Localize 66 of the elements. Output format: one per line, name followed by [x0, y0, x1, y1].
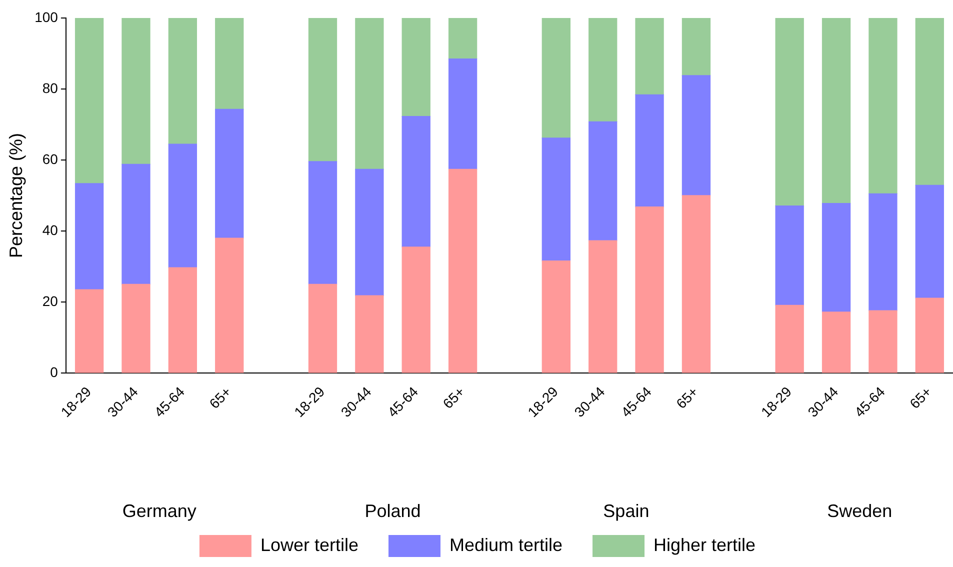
bar — [915, 184, 944, 298]
bar — [635, 18, 664, 96]
bar — [168, 144, 198, 268]
bar — [448, 18, 478, 60]
x-tick-label: 65+ — [672, 383, 702, 412]
bar — [448, 58, 478, 170]
y-tick-label: 60 — [42, 150, 58, 167]
bar — [775, 205, 804, 306]
bar — [775, 304, 804, 373]
bar — [542, 260, 570, 373]
bar — [74, 18, 104, 184]
bar — [74, 289, 104, 373]
bar — [682, 18, 711, 76]
bar — [588, 18, 618, 122]
bar — [308, 18, 338, 162]
bar — [215, 108, 244, 238]
bar — [822, 18, 851, 204]
bar — [542, 138, 570, 262]
legend-label: Lower tertile — [260, 534, 358, 555]
bar — [635, 94, 664, 208]
bar — [775, 18, 804, 206]
bar — [355, 18, 384, 170]
y-tick-label: 20 — [42, 292, 58, 309]
y-tick-label: 40 — [42, 222, 58, 238]
y-tick-label: 100 — [34, 8, 58, 25]
bar — [682, 195, 711, 373]
bar — [822, 312, 851, 373]
y-tick-label: 80 — [42, 80, 58, 96]
bar — [542, 18, 570, 138]
text: Spain — [603, 500, 650, 521]
bar — [215, 238, 244, 373]
bar — [122, 164, 150, 285]
bar — [448, 168, 478, 373]
bar — [682, 75, 711, 196]
bar — [308, 284, 338, 373]
y-tick-label: 0 — [50, 364, 58, 380]
bar — [915, 298, 944, 373]
bar — [402, 116, 430, 248]
bar — [122, 18, 150, 165]
bar — [915, 18, 944, 186]
bar — [635, 206, 664, 373]
bar — [168, 18, 198, 144]
x-tick-label: 65+ — [206, 383, 234, 412]
bar — [74, 183, 104, 290]
bar — [122, 284, 150, 373]
bar — [868, 310, 898, 373]
bar — [308, 161, 338, 285]
bar — [822, 202, 851, 312]
bar — [402, 246, 430, 373]
bar — [588, 121, 618, 241]
y-axis-title: Percentage (%) — [6, 132, 26, 258]
bar — [355, 168, 384, 296]
bar — [402, 18, 430, 117]
bar — [355, 295, 384, 373]
legend-label: Medium tertile — [449, 534, 563, 555]
bar — [215, 18, 244, 110]
bar — [868, 18, 898, 194]
bar — [588, 240, 618, 373]
bar — [868, 193, 898, 311]
text: Germany — [122, 500, 196, 521]
bar — [168, 267, 198, 373]
legend-label: Higher tertile — [654, 534, 756, 555]
text: Poland — [364, 500, 421, 521]
x-tick-label: 65+ — [906, 383, 935, 412]
x-tick-label: 65+ — [440, 383, 468, 412]
text: Sweden — [827, 500, 892, 521]
